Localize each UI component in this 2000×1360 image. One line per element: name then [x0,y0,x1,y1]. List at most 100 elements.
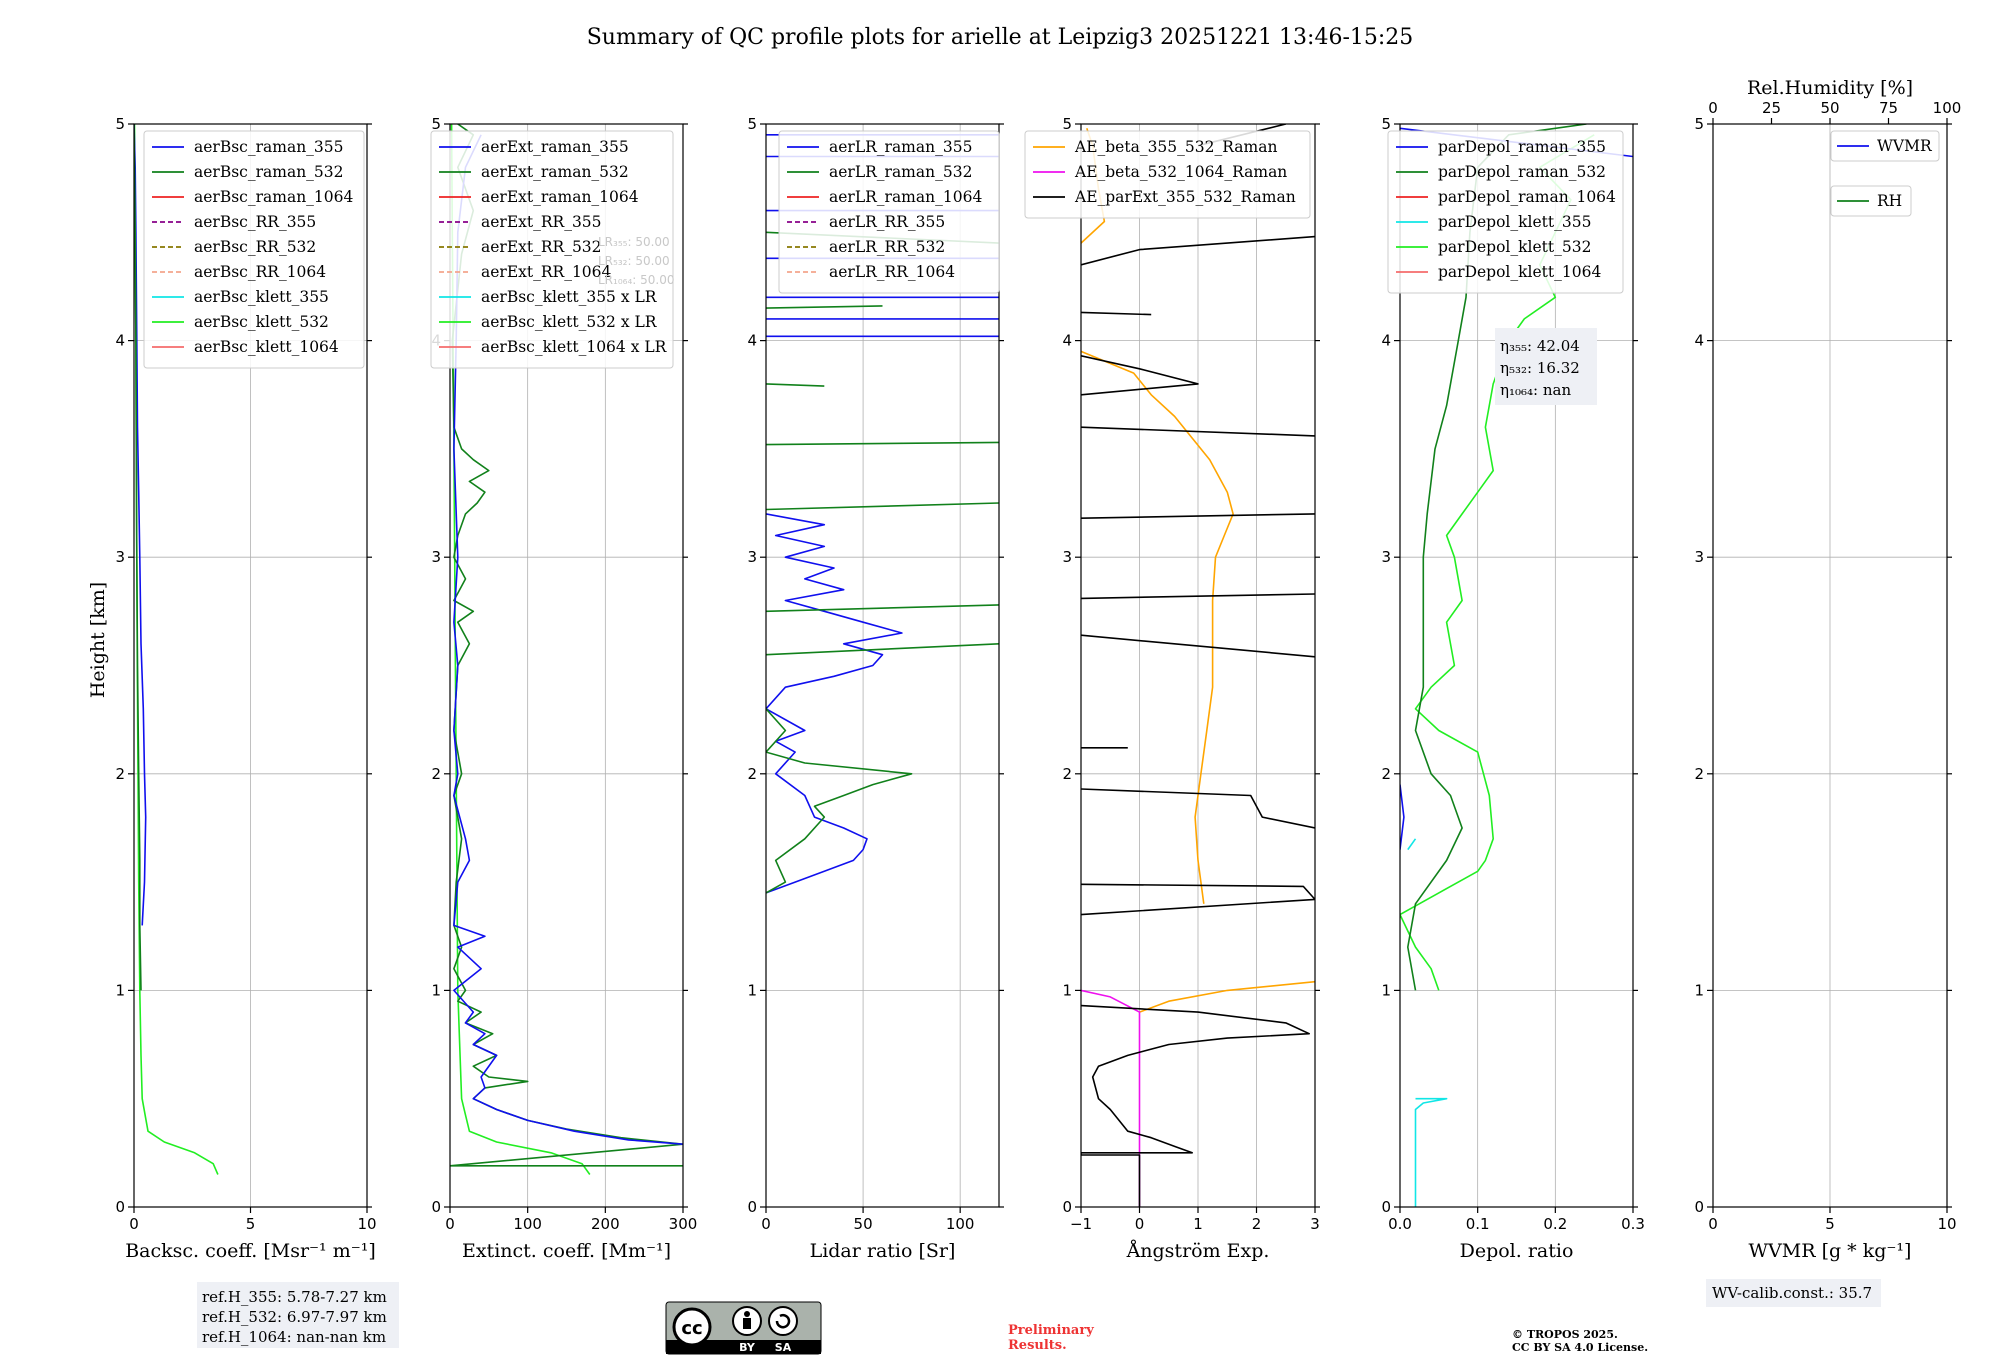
y-tick-label: 2 [1694,765,1704,783]
x-tick-label: 0 [1135,1215,1145,1233]
series-line-aerLR_raman_532 [766,643,999,656]
y-tick-label: 5 [431,115,441,133]
y-tick-label: 1 [431,981,441,999]
legend: AE_beta_355_532_Raman AE_beta_532_1064_Ra… [1024,130,1311,219]
series-line-parDepol_raman_355 [1400,784,1405,850]
top-axis-label: Rel.Humidity [%] [1747,77,1913,99]
series-line-AE_parExt_355_532_Raman [1081,788,1315,829]
panel-bsc: 0 5 10 0 1 2 3 4 5 Backsc. coeff. [Msr⁻¹ m⁻¹] aerB… [115,115,399,1348]
legend-label: AE_beta_532_1064_Raman [1074,163,1287,181]
top-tick-label: 50 [1820,99,1839,117]
series-line-aerLR_raman_532 [766,305,883,309]
annotation-background [197,1282,399,1348]
panel-lr: 0 50 100 0 1 2 3 4 5 Lidar ratio [Sr] aerLR_raman_… [747,115,1004,1262]
legend-frame [143,130,365,369]
series-line-AE_parExt_355_532_Raman [1081,426,1315,437]
y-tick-label: 2 [1381,765,1391,783]
series-line-AE_parExt_355_532_Raman [1081,311,1152,316]
y-tick-label: 0 [115,1198,125,1216]
y-tick-label: 4 [1381,332,1391,350]
legend-label: parDepol_raman_355 [1438,138,1606,156]
legend-frame [778,130,1000,294]
legend-label: aerBsc_RR_355 [194,213,316,231]
legend-label: AE_parExt_355_532_Raman [1074,188,1296,206]
legend-label: aerLR_RR_532 [829,238,945,256]
panel-ext: 0100200300012345Extinct. coeff. [Mm⁻¹]ae… [430,115,697,1262]
y-tick-label: 1 [1694,981,1704,999]
y-tick-label: 2 [115,765,125,783]
x-axis-label: Lidar ratio [Sr] [810,1240,956,1262]
legend-label: aerLR_RR_1064 [829,263,955,281]
x-tick-label: 100 [513,1215,542,1233]
legend-label: aerBsc_klett_1064 [194,338,339,356]
legend-frame [1830,185,1912,217]
top-tick-label: 0 [1708,99,1718,117]
legend-label: aerBsc_RR_1064 [194,263,326,281]
legend-label: aerBsc_klett_532 x LR [481,313,658,331]
ref-height-text: ref.H_532: 6.97-7.97 km [202,1308,387,1326]
x-axis-label: Depol. ratio [1460,1240,1574,1262]
y-tick-label: 0 [1381,1198,1391,1216]
sa-share-icon [768,1306,798,1336]
cc-icon [672,1307,712,1347]
cc-license-badge: cc BY SA [665,1301,822,1355]
legend-label: parDepol_raman_1064 [1438,188,1616,206]
y-axis-label: Height [km] [87,582,109,698]
figure-title: Summary of QC profile plots for arielle … [587,25,1414,50]
legend-label: aerExt_RR_532 [481,238,602,256]
series-line-AE_parExt_355_532_Raman [1081,593,1315,600]
x-tick-label: 0 [129,1215,139,1233]
legend: parDepol_raman_355 parDepol_raman_532 parD… [1387,130,1624,294]
copyright-line-2: CC BY SA 4.0 License. [1512,1341,1648,1354]
legend-label: RH [1877,192,1902,210]
legend-label: aerBsc_raman_532 [194,163,344,181]
axes-frame [1399,123,1634,1208]
y-tick-label: 1 [1062,981,1072,999]
top-tick-label: 75 [1879,99,1898,117]
copyright-line-1: © TROPOS 2025. [1512,1328,1618,1341]
x-tick-label: 3 [1310,1215,1320,1233]
y-tick-label: 0 [1694,1198,1704,1216]
x-tick-label: 10 [1937,1215,1956,1233]
x-tick-label: 200 [591,1215,620,1233]
legend-label: aerLR_raman_1064 [829,188,982,206]
legend: aerLR_raman_355 aerLR_raman_532 aerLR_rama… [778,130,1000,294]
wv-calib-box: WV-calib.const.: 35.7 [1706,1279,1881,1307]
legend-frame [1024,130,1311,219]
legend-box-rh: RH [1830,185,1912,217]
legend-frame [430,130,674,369]
legend-label: aerLR_raman_532 [829,163,972,181]
series-line-AE_parExt_355_532_Raman [1081,1004,1310,1207]
legend-label: aerExt_RR_1064 [481,263,612,281]
legend-label: aerBsc_klett_532 [194,313,329,331]
series-line-aerLR_raman_532 [766,502,999,511]
x-tick-label: 0.0 [1388,1215,1412,1233]
legend-label: aerExt_raman_1064 [481,188,639,206]
y-tick-label: 5 [115,115,125,133]
x-axis-label: Extinct. coeff. [Mm⁻¹] [462,1240,671,1262]
legend-label: aerBsc_raman_1064 [194,188,354,206]
x-tick-label: 0.1 [1466,1215,1490,1233]
preliminary-line-2: Results. [1008,1338,1067,1353]
legend-label: aerLR_raman_355 [829,138,972,156]
series-line-aerBsc_raman_532 [134,124,142,991]
series-line-aerLR_raman_532 [766,708,913,894]
series-line-AE_beta_355_532_Raman [1139,980,1315,1013]
x-tick-label: 10 [357,1215,376,1233]
x-tick-label: 5 [1825,1215,1835,1233]
preliminary-line-1: Preliminary [1008,1323,1094,1338]
y-tick-label: 3 [1694,548,1704,566]
annotation-background [1495,328,1597,405]
x-tick-label: 0.3 [1621,1215,1645,1233]
y-tick-label: 1 [747,981,757,999]
legend-label: aerExt_raman_532 [481,163,629,181]
y-tick-label: 0 [1062,1198,1072,1216]
axes-frame [449,123,684,1208]
series-group [1081,124,1315,1207]
series-line-aerLR_raman_532 [766,604,999,613]
series-line-aerLR_raman_532 [766,383,825,387]
series-line-AE_parExt_355_532_Raman [1081,235,1315,266]
faint-lr-label: LR₃₅₅: 50.00 [598,235,670,249]
legend-label: WVMR [1877,137,1933,155]
